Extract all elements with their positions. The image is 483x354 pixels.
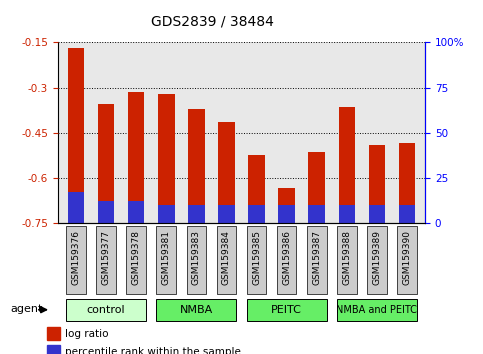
Bar <box>398 205 415 223</box>
Bar <box>158 94 174 223</box>
Text: GSM159390: GSM159390 <box>402 230 412 285</box>
Bar <box>398 143 415 223</box>
FancyBboxPatch shape <box>247 299 327 321</box>
Text: PEITC: PEITC <box>271 305 302 315</box>
FancyBboxPatch shape <box>156 299 236 321</box>
Bar <box>369 145 385 223</box>
Bar <box>278 188 295 223</box>
Text: GSM159378: GSM159378 <box>132 230 141 285</box>
Text: GSM159381: GSM159381 <box>162 230 171 285</box>
Bar <box>339 107 355 223</box>
FancyBboxPatch shape <box>66 299 146 321</box>
FancyBboxPatch shape <box>127 226 146 294</box>
FancyBboxPatch shape <box>307 226 327 294</box>
FancyBboxPatch shape <box>367 226 387 294</box>
Bar <box>128 92 144 223</box>
Text: percentile rank within the sample: percentile rank within the sample <box>65 347 242 354</box>
Text: GSM159377: GSM159377 <box>101 230 111 285</box>
FancyBboxPatch shape <box>277 226 297 294</box>
Text: control: control <box>87 305 126 315</box>
FancyBboxPatch shape <box>247 226 266 294</box>
Bar <box>188 205 205 223</box>
Text: GSM159389: GSM159389 <box>372 230 382 285</box>
FancyBboxPatch shape <box>96 226 116 294</box>
FancyBboxPatch shape <box>156 226 176 294</box>
Text: GDS2839 / 38484: GDS2839 / 38484 <box>151 14 274 28</box>
Text: GSM159384: GSM159384 <box>222 230 231 285</box>
Bar <box>128 201 144 223</box>
Text: GSM159386: GSM159386 <box>282 230 291 285</box>
Text: NMBA: NMBA <box>180 305 213 315</box>
FancyBboxPatch shape <box>337 299 417 321</box>
Bar <box>47 345 60 354</box>
FancyBboxPatch shape <box>186 226 206 294</box>
Bar <box>218 122 235 223</box>
Bar <box>248 205 265 223</box>
Bar <box>68 192 85 223</box>
Bar <box>369 205 385 223</box>
Bar <box>218 205 235 223</box>
FancyBboxPatch shape <box>397 226 417 294</box>
Bar <box>68 48 85 223</box>
Text: GSM159387: GSM159387 <box>312 230 321 285</box>
Bar <box>248 155 265 223</box>
Text: agent: agent <box>11 303 43 314</box>
Text: log ratio: log ratio <box>65 329 109 339</box>
Bar <box>98 201 114 223</box>
Text: GSM159388: GSM159388 <box>342 230 351 285</box>
Bar <box>158 205 174 223</box>
FancyBboxPatch shape <box>66 226 86 294</box>
Bar <box>278 205 295 223</box>
FancyBboxPatch shape <box>337 226 356 294</box>
FancyBboxPatch shape <box>217 226 236 294</box>
Bar <box>339 205 355 223</box>
Bar <box>98 104 114 223</box>
Text: GSM159383: GSM159383 <box>192 230 201 285</box>
Bar <box>309 152 325 223</box>
Bar <box>188 109 205 223</box>
Text: NMBA and PEITC: NMBA and PEITC <box>337 305 417 315</box>
Bar <box>309 205 325 223</box>
Text: GSM159376: GSM159376 <box>71 230 81 285</box>
Text: GSM159385: GSM159385 <box>252 230 261 285</box>
Bar <box>47 327 60 340</box>
